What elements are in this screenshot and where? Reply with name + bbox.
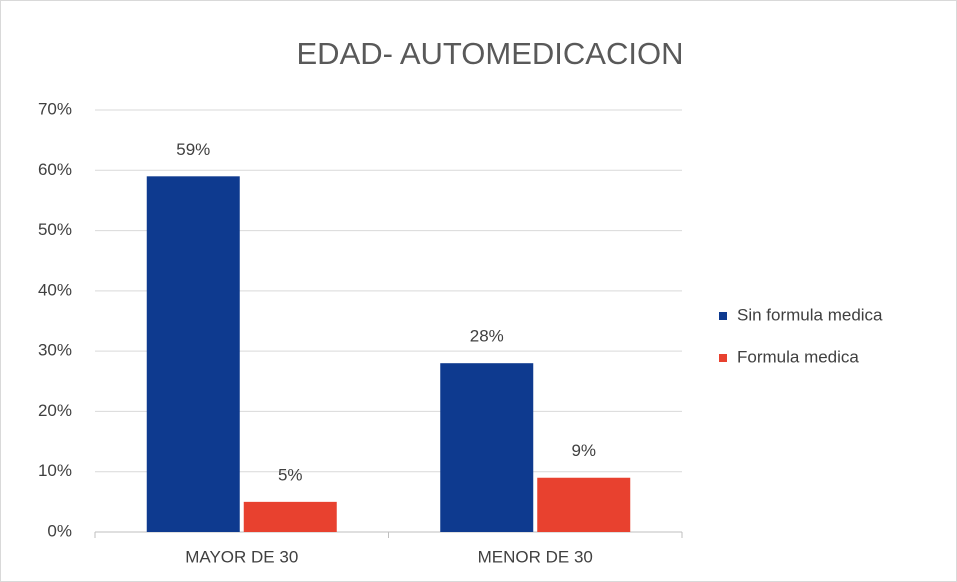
legend-label: Formula medica	[737, 347, 859, 366]
data-label: 5%	[278, 465, 303, 484]
bar	[537, 477, 631, 532]
y-tick-label: 40%	[38, 280, 72, 299]
x-tick-label: MENOR DE 30	[478, 547, 593, 566]
y-tick-label: 30%	[38, 341, 72, 360]
y-tick-label: 10%	[38, 461, 72, 480]
bar	[243, 501, 337, 532]
bar	[440, 363, 534, 532]
chart-title: EDAD- AUTOMEDICACION	[297, 36, 684, 71]
bar	[146, 176, 240, 533]
legend-swatch	[719, 354, 727, 362]
y-tick-label: 50%	[38, 220, 72, 239]
y-tick-label: 0%	[47, 521, 72, 540]
data-label: 9%	[571, 441, 596, 460]
y-tick-label: 60%	[38, 160, 72, 179]
data-label: 59%	[176, 140, 210, 159]
y-tick-label: 20%	[38, 401, 72, 420]
x-tick-label: MAYOR DE 30	[185, 547, 298, 566]
legend-label: Sin formula medica	[737, 305, 883, 324]
legend-swatch	[719, 312, 727, 320]
data-label: 28%	[470, 327, 504, 346]
y-tick-label: 70%	[38, 99, 72, 118]
